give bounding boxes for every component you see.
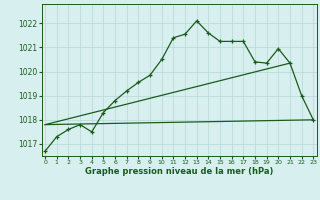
X-axis label: Graphe pression niveau de la mer (hPa): Graphe pression niveau de la mer (hPa) — [85, 167, 273, 176]
